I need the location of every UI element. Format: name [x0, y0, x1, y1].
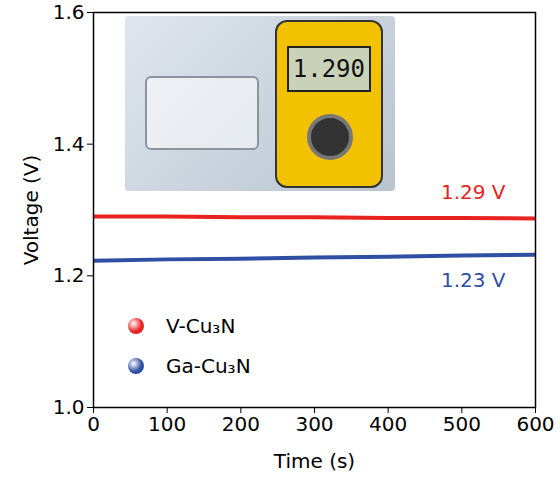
svg-text:0: 0	[87, 412, 100, 436]
html-text:1.290: 1.290	[292, 55, 365, 83]
svg-text:500: 500	[443, 412, 481, 436]
html-text:Ga-Cu₃N: Ga-Cu₃N	[166, 354, 251, 378]
svg-text:1.29 V: 1.29 V	[441, 180, 506, 204]
svg-text:300: 300	[295, 412, 333, 436]
svg-text:1.4: 1.4	[53, 132, 85, 156]
svg-text:1.0: 1.0	[53, 395, 85, 419]
svg-text:600: 600	[516, 412, 554, 436]
html-text:V-Cu₃N: V-Cu₃N	[166, 314, 236, 338]
svg-text:200: 200	[222, 412, 260, 436]
svg-text:100: 100	[148, 412, 186, 436]
svg-text:1.23 V: 1.23 V	[441, 268, 506, 292]
svg-text:1.6: 1.6	[53, 0, 85, 24]
svg-text:Time (s): Time (s)	[273, 449, 355, 473]
svg-text:400: 400	[369, 412, 407, 436]
svg-text:1.2: 1.2	[53, 263, 85, 287]
svg-text:Voltage (V): Voltage (V)	[19, 155, 43, 266]
